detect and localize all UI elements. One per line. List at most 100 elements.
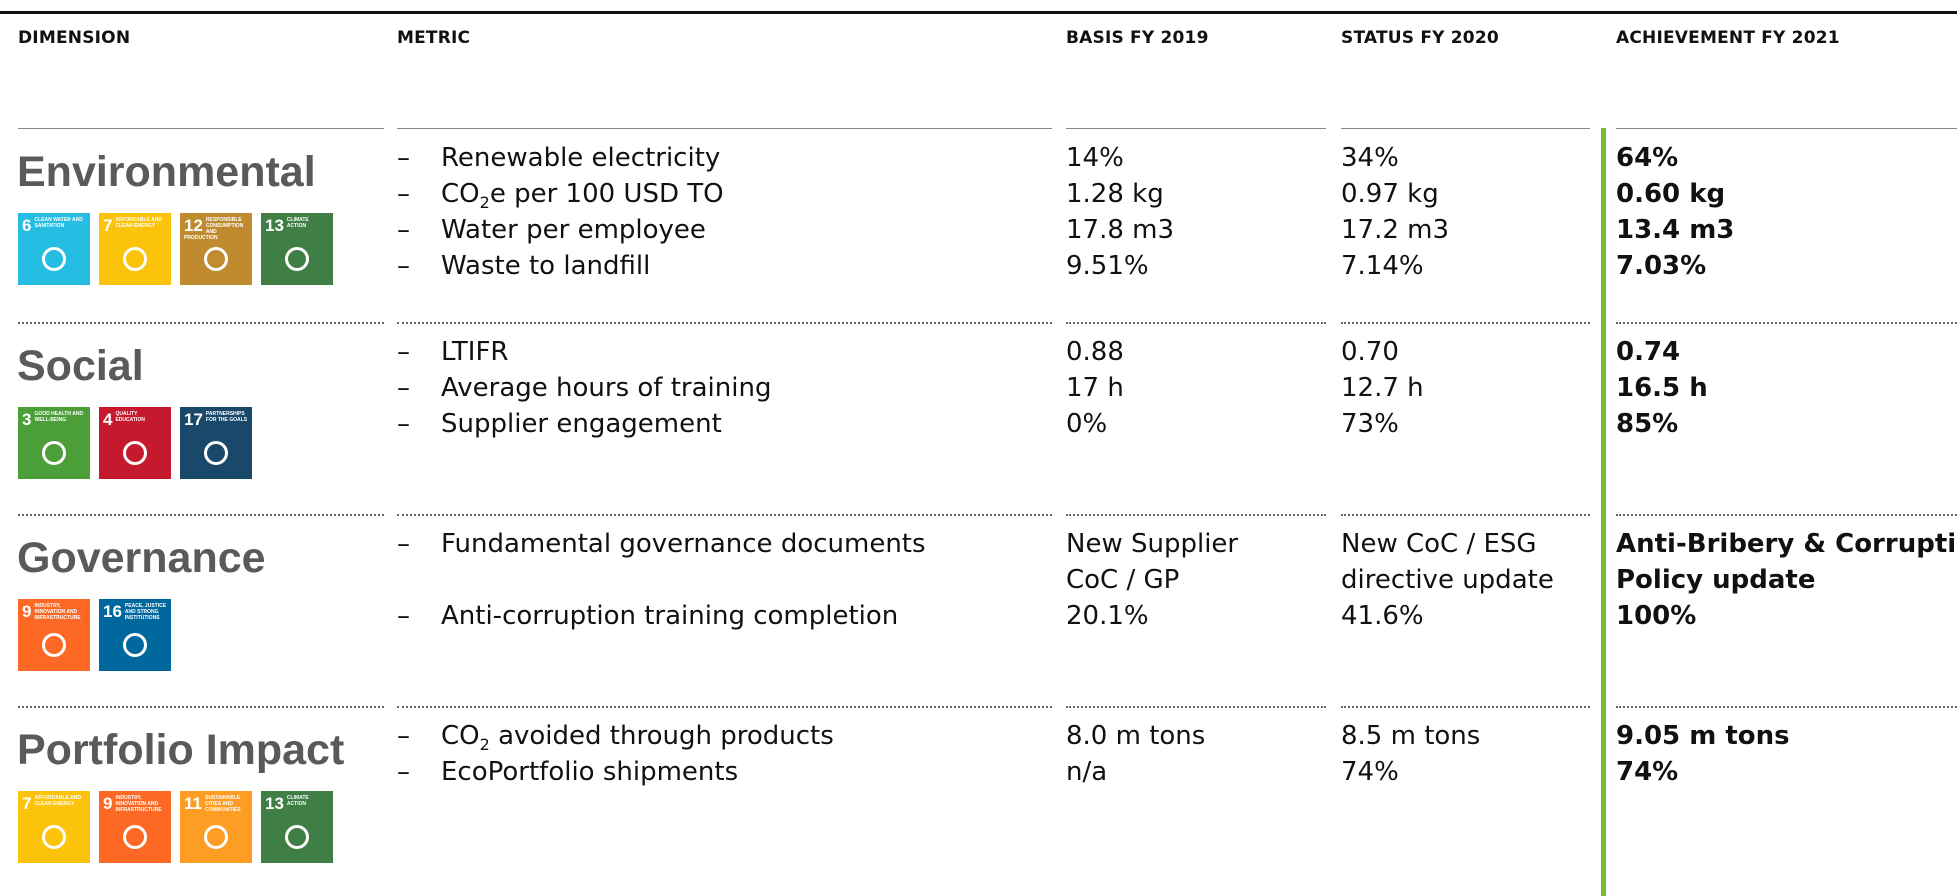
- metric-subscript: 2: [479, 193, 490, 213]
- status-line: 0.97 kg: [1341, 179, 1439, 209]
- status-line: 74%: [1341, 757, 1399, 787]
- sdg-number: 9: [22, 602, 32, 621]
- bullet: –: [397, 409, 410, 439]
- divider: [1066, 514, 1326, 516]
- table-row: – Water per employee 17.8 m3 17.2 m3 13.4 m3: [397, 212, 1957, 248]
- status-line: 12.7 h: [1341, 373, 1424, 403]
- achievement-cell: 100%: [1616, 598, 1957, 634]
- table-row: – CO2 avoided through products 8.0 m tons 8…: [397, 718, 1957, 754]
- metric-text: EcoPortfolio shipments: [441, 757, 739, 787]
- table-row: – Waste to landfill 9.51% 7.14% 7.03%: [397, 248, 1957, 284]
- bullet: –: [397, 179, 410, 209]
- table-row: – Average hours of training 17 h 12.7 h 16.5…: [397, 370, 1957, 406]
- rows: – LTIFR 0.88 0.70 0.74 – Average hours of trai…: [397, 334, 1957, 442]
- table-row: – Supplier engagement 0% 73% 85%: [397, 406, 1957, 442]
- sdg-number: 11: [184, 794, 202, 813]
- status-cell: 8.5 m tons: [1341, 718, 1616, 754]
- basis-line: CoC / GP: [1066, 565, 1180, 595]
- sdg-label: CLIMATE ACTION: [286, 795, 309, 807]
- bullet: –: [397, 601, 410, 631]
- achievement-line: 64%: [1616, 143, 1679, 173]
- sdg-label: CLIMATE ACTION: [286, 217, 309, 229]
- achievement-cell: 9.05 m tons: [1616, 718, 1957, 754]
- highlight-rule: [1601, 128, 1606, 896]
- basis-cell: 17 h: [1066, 370, 1341, 406]
- status-cell: 17.2 m3: [1341, 212, 1616, 248]
- dimension-title: Social: [17, 342, 144, 390]
- achievement-line: 0.60 kg: [1616, 179, 1726, 209]
- status-line: 0.70: [1341, 337, 1399, 367]
- metric: Supplier engagement: [441, 406, 1066, 442]
- table-row: – Anti-corruption training completion 20.1…: [397, 598, 1957, 634]
- basis-line: 20.1%: [1066, 601, 1149, 631]
- metric-text: e per 100 USD TO: [489, 179, 724, 209]
- sdg-glyph: [204, 441, 228, 465]
- sdg-number: 17: [184, 410, 203, 429]
- divider: [18, 322, 384, 324]
- achievement-line: 100%: [1616, 601, 1697, 631]
- divider: [1341, 706, 1590, 708]
- status-line: 34%: [1341, 143, 1399, 173]
- basis-line: 17 h: [1066, 373, 1124, 403]
- sdg-number: 13: [265, 794, 284, 813]
- status-cell: 0.97 kg: [1341, 176, 1616, 212]
- sdg-icon: 13 CLIMATE ACTION: [261, 791, 333, 863]
- achievement-cell: 85%: [1616, 406, 1957, 442]
- metric-text: Supplier engagement: [441, 409, 722, 439]
- metric: CO2e per 100 USD TO: [441, 176, 1066, 212]
- achievement-cell: 7.03%: [1616, 248, 1957, 284]
- dimension-title: Governance: [17, 534, 266, 582]
- status-cell: 73%: [1341, 406, 1616, 442]
- achievement-cell: Anti-Bribery & Corruption Policy update: [1616, 526, 1957, 598]
- sdg-glyph: [123, 633, 147, 657]
- achievement-cell: 16.5 h: [1616, 370, 1957, 406]
- basis-cell: New Supplier CoC / GP: [1066, 526, 1341, 598]
- divider: [1616, 322, 1957, 324]
- sdg-icon: 9 INDUSTRY, INNOVATION AND INFRASTRUCTURE: [18, 599, 90, 671]
- sdg-label: QUALITY EDUCATION: [115, 411, 145, 423]
- table-row: – LTIFR 0.88 0.70 0.74: [397, 334, 1957, 370]
- bullet: –: [397, 757, 410, 787]
- basis-line: 0.88: [1066, 337, 1124, 367]
- sdg-label: SUSTAINABLE CITIES AND COMMUNITIES: [204, 795, 241, 813]
- achievement-cell: 0.60 kg: [1616, 176, 1957, 212]
- sdg-label: PEACE, JUSTICE AND STRONG INSTITUTIONS: [124, 603, 167, 621]
- divider: [1341, 322, 1590, 324]
- achievement-line: 74%: [1616, 757, 1679, 787]
- metric-subscript: 2: [479, 735, 490, 755]
- column-header: METRIC: [397, 28, 471, 48]
- basis-cell: 0.88: [1066, 334, 1341, 370]
- metric: Renewable electricity: [441, 140, 1066, 176]
- dimension-title: Environmental: [17, 148, 316, 196]
- basis-cell: 8.0 m tons: [1066, 718, 1341, 754]
- metric-text: Waste to landfill: [441, 251, 651, 281]
- sdg-icon: 4 QUALITY EDUCATION: [99, 407, 171, 479]
- metric: Average hours of training: [441, 370, 1066, 406]
- sdg-label: AFFORDABLE AND CLEAN ENERGY: [34, 795, 81, 807]
- basis-line: 8.0 m tons: [1066, 721, 1206, 751]
- bullet: –: [397, 373, 410, 403]
- metric-text: avoided through products: [489, 721, 834, 751]
- sdg-number: 9: [103, 794, 113, 813]
- sdg-number: 6: [22, 216, 32, 235]
- sdg-label: GOOD HEALTH AND WELL-BEING: [34, 411, 84, 423]
- basis-line: 17.8 m3: [1066, 215, 1175, 245]
- divider: [1616, 514, 1957, 516]
- column-header: DIMENSION: [18, 28, 131, 48]
- bullet: –: [397, 721, 410, 751]
- divider: [397, 514, 1052, 516]
- basis-cell: 1.28 kg: [1066, 176, 1341, 212]
- table-row: – EcoPortfolio shipments n/a 74% 74%: [397, 754, 1957, 790]
- status-cell: 74%: [1341, 754, 1616, 790]
- achievement-cell: 0.74: [1616, 334, 1957, 370]
- sdg-label: RESPONSIBLE CONSUMPTION AND PRODUCTION: [184, 217, 244, 241]
- basis-cell: 17.8 m3: [1066, 212, 1341, 248]
- sdg-number: 16: [103, 602, 122, 621]
- sdg-label: CLEAN WATER AND SANITATION: [34, 217, 83, 229]
- divider: [18, 514, 384, 516]
- basis-cell: 0%: [1066, 406, 1341, 442]
- status-cell: 12.7 h: [1341, 370, 1616, 406]
- metric-text: LTIFR: [441, 337, 509, 367]
- basis-line: 14%: [1066, 143, 1124, 173]
